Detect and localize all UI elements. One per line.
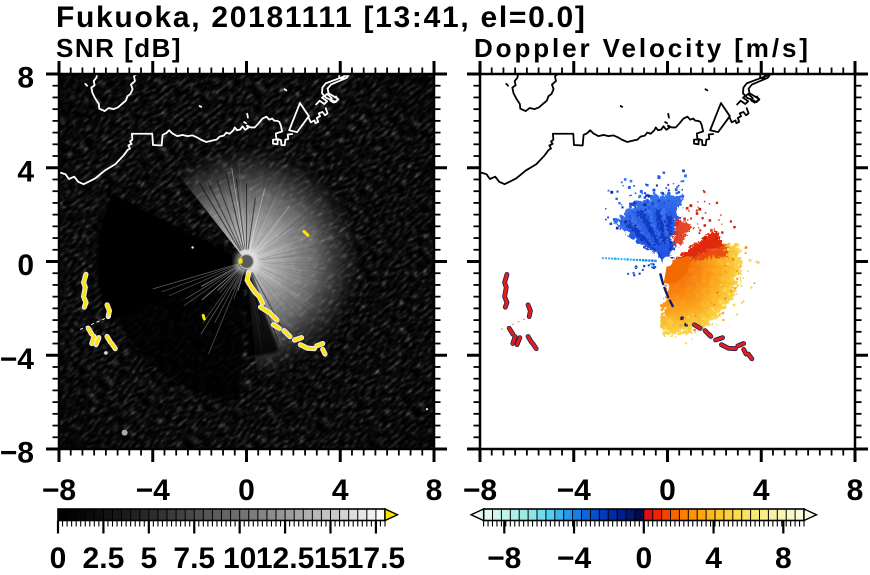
svg-text:0: 0: [17, 249, 34, 282]
svg-text:−8: −8: [42, 474, 76, 507]
svg-text:SNR [dB]: SNR [dB]: [56, 33, 182, 63]
svg-text:−4: −4: [136, 474, 171, 507]
svg-text:0: 0: [238, 474, 255, 507]
svg-text:17.5: 17.5: [347, 542, 405, 570]
svg-text:4: 4: [705, 542, 722, 570]
svg-text:12.5: 12.5: [256, 542, 314, 570]
svg-text:0: 0: [635, 542, 652, 570]
svg-text:−8: −8: [487, 542, 521, 570]
svg-text:Doppler Velocity [m/s]: Doppler Velocity [m/s]: [474, 33, 811, 63]
svg-text:−4: −4: [557, 542, 592, 570]
svg-text:−4: −4: [557, 474, 592, 507]
svg-text:2.5: 2.5: [83, 542, 125, 570]
svg-text:4: 4: [332, 474, 349, 507]
svg-text:−4: −4: [0, 343, 34, 376]
svg-text:10: 10: [223, 542, 256, 570]
svg-text:15: 15: [314, 542, 347, 570]
svg-text:8: 8: [17, 62, 34, 95]
svg-text:5: 5: [140, 542, 157, 570]
svg-text:0: 0: [50, 542, 67, 570]
svg-text:0: 0: [659, 474, 676, 507]
svg-text:4: 4: [17, 155, 34, 188]
svg-text:−8: −8: [0, 437, 34, 470]
svg-text:8: 8: [775, 542, 792, 570]
svg-text:8: 8: [426, 474, 443, 507]
svg-text:−8: −8: [463, 474, 497, 507]
svg-text:8: 8: [847, 474, 864, 507]
svg-text:4: 4: [753, 474, 770, 507]
svg-text:Fukuoka, 20181111 [13:41, el=0: Fukuoka, 20181111 [13:41, el=0.0]: [56, 1, 587, 34]
svg-text:7.5: 7.5: [173, 542, 215, 570]
